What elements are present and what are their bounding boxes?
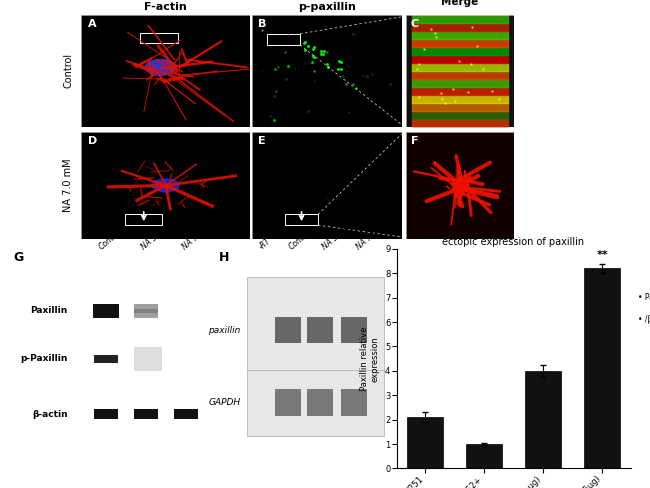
Text: p-Paxillin: p-Paxillin [20,354,68,364]
Bar [134,304,158,313]
Text: F: F [411,136,418,146]
Text: NA 7.0 mM: NA 7.0 mM [63,159,73,212]
Bar [285,214,318,225]
Text: • Paxillin: • Paxillin [638,293,650,302]
Bar [134,366,162,371]
Text: Control: Control [98,226,125,251]
Bar [125,214,162,225]
Text: NA 7.0 mM: NA 7.0 mM [180,217,218,251]
Bar [94,409,118,419]
Text: NA 3.5 mM: NA 3.5 mM [320,217,358,251]
Text: Paxillin: Paxillin [30,306,68,315]
Bar [525,371,561,468]
Bar [140,33,177,42]
Bar [247,277,384,435]
Text: p-paxillin: p-paxillin [298,2,356,12]
Text: Control: Control [287,226,315,251]
Text: B: B [258,19,266,29]
Bar [407,417,443,468]
Bar [307,317,333,344]
Bar [174,409,198,419]
Text: paxillin: paxillin [208,325,240,335]
Text: Control: Control [63,53,73,88]
Bar [134,409,158,419]
Bar [134,359,162,365]
Text: NA 3.5 mM: NA 3.5 mM [140,217,178,251]
Bar [134,353,162,359]
Bar [267,34,300,45]
Text: E: E [258,136,266,146]
Bar [274,389,300,416]
Text: H: H [219,251,229,264]
Text: **: ** [596,250,608,260]
Bar [94,355,118,363]
Text: • /β-tubulin: • /β-tubulin [638,315,650,324]
Bar [341,389,367,416]
Bar [134,309,158,318]
Text: C: C [411,19,419,29]
Y-axis label: Paxillin relative
expression: Paxillin relative expression [360,326,380,391]
Bar [92,309,119,318]
Title: ectopic expression of paxillin: ectopic expression of paxillin [443,237,584,247]
Text: D: D [88,136,97,146]
Text: G: G [13,251,23,264]
Bar [307,389,333,416]
Text: A: A [88,19,97,29]
Bar [92,304,119,313]
Bar [274,317,300,344]
Text: NA 7.0 mM: NA 7.0 mM [354,217,392,251]
Text: Amplified/
Merge: Amplified/ Merge [430,0,490,7]
Text: F-actin: F-actin [144,2,187,12]
Bar [341,317,367,344]
Text: I: I [331,227,335,240]
Polygon shape [152,179,179,192]
Text: β-actin: β-actin [32,409,68,419]
Polygon shape [146,60,176,75]
Bar [466,444,502,468]
Text: -RT: -RT [257,236,272,251]
Bar [584,268,620,468]
Bar [134,347,162,352]
Text: GAPDH: GAPDH [209,398,240,407]
